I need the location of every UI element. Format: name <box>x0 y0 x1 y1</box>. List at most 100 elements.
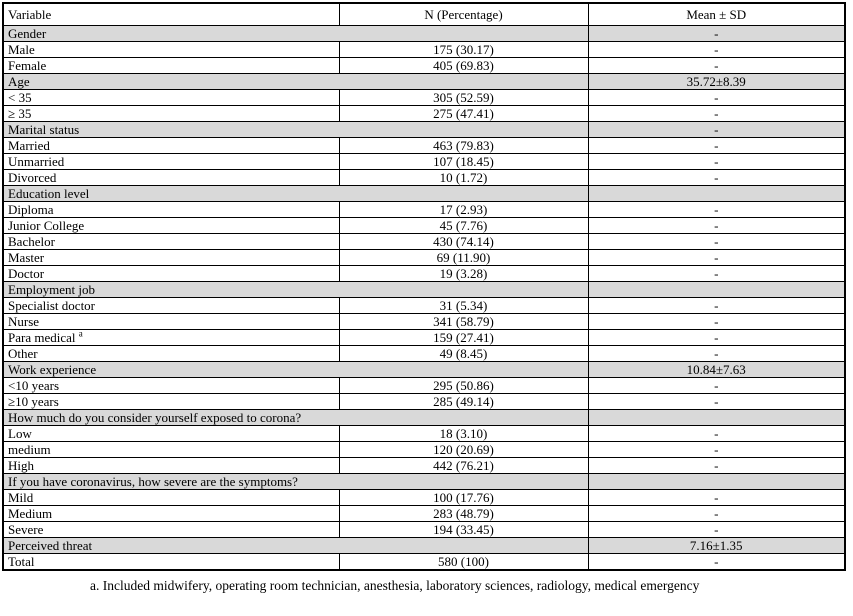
mean-sd-cell: - <box>587 153 846 170</box>
section-label-cell: Perceived threat <box>2 537 589 554</box>
mean-sd-cell: - <box>587 521 846 538</box>
n-percentage-cell: 442 (76.21) <box>338 457 589 474</box>
section-label-cell: Marital status <box>2 121 589 138</box>
section-mean-sd-cell: 7.16±1.35 <box>587 537 846 554</box>
n-percentage-cell: 31 (5.34) <box>338 297 589 314</box>
table-row-medium: medium 120 (20.69) - <box>2 441 846 458</box>
variable-cell: Medium <box>2 505 340 522</box>
mean-sd-cell: - <box>587 233 846 250</box>
table-row-35: < 35 305 (52.59) - <box>2 89 846 106</box>
variable-cell: Other <box>2 345 340 362</box>
table-row-male: Male 175 (30.17) - <box>2 41 846 58</box>
section-mean-sd-cell: - <box>587 25 846 42</box>
variable-cell: Doctor <box>2 265 340 282</box>
n-percentage-cell: 341 (58.79) <box>338 313 589 330</box>
section-row-if-you-have-coronavirus-how-severe-are-the-symptoms: If you have coronavirus, how severe are … <box>2 473 846 490</box>
n-percentage-cell: 430 (74.14) <box>338 233 589 250</box>
variable-cell: Unmarried <box>2 153 340 170</box>
table-row-other: Other 49 (8.45) - <box>2 345 846 362</box>
table-row-diploma: Diploma 17 (2.93) - <box>2 201 846 218</box>
section-mean-sd-cell <box>587 185 846 202</box>
mean-sd-cell: - <box>587 393 846 410</box>
table-row-bachelor: Bachelor 430 (74.14) - <box>2 233 846 250</box>
table-body: Gender - Male 175 (30.17) - Female 405 (69.83)… <box>2 25 846 571</box>
n-percentage-cell: 19 (3.28) <box>338 265 589 282</box>
mean-sd-cell: - <box>587 505 846 522</box>
section-mean-sd-cell: 10.84±7.63 <box>587 361 846 378</box>
n-percentage-cell: 580 (100) <box>338 553 589 571</box>
variable-cell: ≥10 years <box>2 393 340 410</box>
variable-cell: medium <box>2 441 340 458</box>
table-row-para-medical: Para medical a 159 (27.41) - <box>2 329 846 346</box>
statistics-table: Variable N (Percentage) Mean ± SD Gender… <box>2 2 846 571</box>
column-header-variable: Variable <box>2 2 340 26</box>
n-percentage-cell: 69 (11.90) <box>338 249 589 266</box>
section-label-cell: Age <box>2 73 589 90</box>
variable-cell: Para medical a <box>2 329 340 346</box>
variable-cell: <10 years <box>2 377 340 394</box>
section-row-marital-status: Marital status - <box>2 121 846 138</box>
section-row-education-level: Education level <box>2 185 846 202</box>
footnote-marker: a <box>78 329 83 339</box>
table-row-medium: Medium 283 (48.79) - <box>2 505 846 522</box>
n-percentage-cell: 18 (3.10) <box>338 425 589 442</box>
variable-cell: Low <box>2 425 340 442</box>
n-percentage-cell: 159 (27.41) <box>338 329 589 346</box>
mean-sd-cell: - <box>587 137 846 154</box>
variable-cell: ≥ 35 <box>2 105 340 122</box>
table-footnote: a. Included midwifery, operating room te… <box>90 578 700 593</box>
mean-sd-cell: - <box>587 553 846 571</box>
mean-sd-cell: - <box>587 329 846 346</box>
mean-sd-cell: - <box>587 377 846 394</box>
table-row-female: Female 405 (69.83) - <box>2 57 846 74</box>
section-mean-sd-cell: 35.72±8.39 <box>587 73 846 90</box>
section-label-cell: How much do you consider yourself expose… <box>2 409 589 426</box>
variable-cell: Male <box>2 41 340 58</box>
variable-cell: Severe <box>2 521 340 538</box>
variable-cell: High <box>2 457 340 474</box>
table-row-nurse: Nurse 341 (58.79) - <box>2 313 846 330</box>
n-percentage-cell: 194 (33.45) <box>338 521 589 538</box>
mean-sd-cell: - <box>587 425 846 442</box>
table-row-total: Total 580 (100) - <box>2 553 846 571</box>
mean-sd-cell: - <box>587 89 846 106</box>
header-row: Variable N (Percentage) Mean ± SD <box>2 2 846 26</box>
section-mean-sd-cell: - <box>587 121 846 138</box>
variable-cell: Divorced <box>2 169 340 186</box>
table-row-master: Master 69 (11.90) - <box>2 249 846 266</box>
variable-cell: Diploma <box>2 201 340 218</box>
n-percentage-cell: 120 (20.69) <box>338 441 589 458</box>
n-percentage-cell: 305 (52.59) <box>338 89 589 106</box>
section-label-cell: Gender <box>2 25 589 42</box>
mean-sd-cell: - <box>587 457 846 474</box>
table-row-high: High 442 (76.21) - <box>2 457 846 474</box>
variable-cell: Nurse <box>2 313 340 330</box>
table-row-divorced: Divorced 10 (1.72) - <box>2 169 846 186</box>
variable-cell: Total <box>2 553 340 571</box>
table-row-junior-college: Junior College 45 (7.76) - <box>2 217 846 234</box>
table-row-low: Low 18 (3.10) - <box>2 425 846 442</box>
section-label-cell: Work experience <box>2 361 589 378</box>
mean-sd-cell: - <box>587 265 846 282</box>
section-label-cell: Employment job <box>2 281 589 298</box>
variable-cell: Specialist doctor <box>2 297 340 314</box>
table-row-mild: Mild 100 (17.76) - <box>2 489 846 506</box>
mean-sd-cell: - <box>587 313 846 330</box>
n-percentage-cell: 285 (49.14) <box>338 393 589 410</box>
variable-cell: Female <box>2 57 340 74</box>
variable-cell: Mild <box>2 489 340 506</box>
variable-cell: Junior College <box>2 217 340 234</box>
variable-cell: < 35 <box>2 89 340 106</box>
n-percentage-cell: 175 (30.17) <box>338 41 589 58</box>
variable-cell: Master <box>2 249 340 266</box>
variable-cell: Bachelor <box>2 233 340 250</box>
n-percentage-cell: 283 (48.79) <box>338 505 589 522</box>
n-percentage-cell: 49 (8.45) <box>338 345 589 362</box>
section-row-work-experience: Work experience 10.84±7.63 <box>2 361 846 378</box>
mean-sd-cell: - <box>587 201 846 218</box>
n-percentage-cell: 295 (50.86) <box>338 377 589 394</box>
mean-sd-cell: - <box>587 441 846 458</box>
column-header-mean-sd: Mean ± SD <box>587 2 846 26</box>
mean-sd-cell: - <box>587 297 846 314</box>
section-mean-sd-cell <box>587 473 846 490</box>
